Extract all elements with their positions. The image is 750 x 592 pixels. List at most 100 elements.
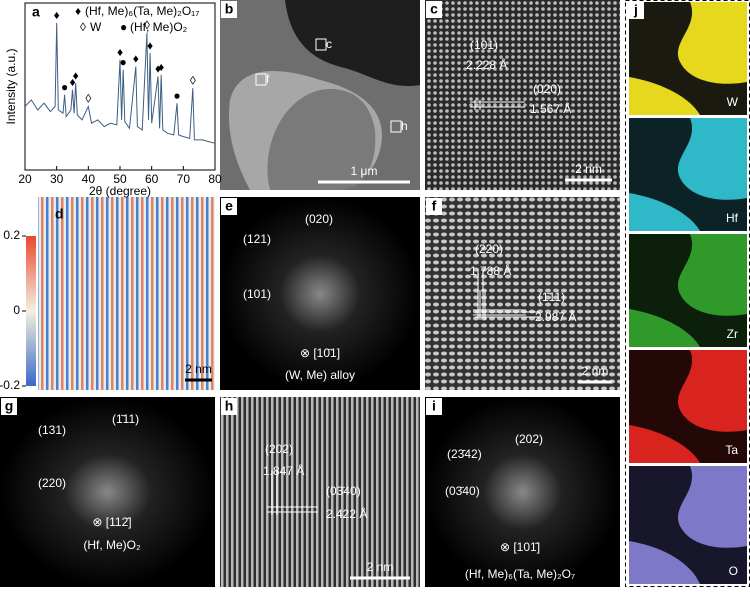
- colorbar-tick-label: 0: [13, 303, 20, 317]
- peak-marker: ♦: [158, 60, 164, 74]
- hrtem-image: [425, 197, 620, 390]
- annotation: ⊗ [10̄1]: [300, 346, 340, 360]
- panel-label: b: [225, 1, 234, 17]
- annotation: 2.422 Å: [326, 506, 367, 521]
- peak-marker: ♦: [155, 62, 161, 76]
- annotation: 1.788 Å: [470, 263, 511, 278]
- panel-label: g: [5, 398, 14, 414]
- annotation: f: [266, 72, 270, 86]
- peak-marker: ♦: [73, 68, 79, 82]
- peak-marker: ♦: [133, 52, 139, 66]
- fft-image: [0, 397, 215, 587]
- colorbar: [26, 236, 36, 386]
- fft-image: [220, 197, 420, 390]
- panel-label: e: [225, 198, 233, 214]
- annotation: h: [401, 119, 408, 133]
- x-tick-label: 40: [82, 172, 96, 186]
- y-axis-label: Intensity (a.u.): [4, 48, 18, 124]
- region-box: [390, 120, 402, 133]
- panel-label: f: [432, 198, 437, 214]
- annotation: (202): [265, 442, 293, 456]
- panel-label-box: [426, 198, 442, 215]
- annotation: (Hf, Me)₆(Ta, Me)₂O₇: [465, 567, 575, 581]
- element-label: Zr: [727, 327, 738, 341]
- eds-maps: W Hf Zr Ta O: [629, 2, 747, 584]
- x-tick-label: 30: [50, 172, 64, 186]
- annotation: 1.567 Å: [530, 101, 571, 116]
- peak-marker: ●: [120, 55, 127, 69]
- fft-image: [425, 397, 620, 587]
- legend-symbol: ●: [120, 20, 127, 34]
- peak-marker: ♦: [54, 8, 60, 22]
- region-box: [255, 73, 267, 86]
- annotation: (03̄40): [445, 484, 480, 498]
- annotation: (23̄42): [447, 447, 482, 461]
- annotation: (03̄40): [326, 484, 361, 498]
- annotation: (1̄11): [538, 290, 565, 304]
- scale-bar-label: 2 nm: [185, 362, 212, 376]
- annotation: (020): [305, 212, 333, 226]
- peak-marker: ♦: [117, 45, 123, 59]
- annotation: (220): [475, 242, 503, 256]
- peak-marker: ◊: [144, 18, 150, 32]
- annotation: (W, Me) alloy: [285, 368, 355, 382]
- panel-label: a: [32, 4, 40, 20]
- annotation: (101): [243, 287, 271, 301]
- annotation: c: [326, 37, 332, 51]
- eds-dark-region: [629, 118, 747, 231]
- annotation: (220): [38, 476, 66, 490]
- colorbar-tick-label: 0.2: [3, 228, 20, 242]
- tem-region: [267, 89, 376, 190]
- element-label: W: [727, 95, 739, 109]
- spacing-mark: [267, 470, 318, 515]
- x-tick-label: 80: [208, 172, 222, 186]
- annotation: 1.847 Å: [263, 463, 304, 478]
- scale-bar-label: 2 nm: [575, 162, 602, 176]
- panel-label-box: [426, 398, 442, 415]
- eds-dark-region: [629, 466, 747, 584]
- peak-marker: ♦: [147, 38, 153, 52]
- annotation: (131): [38, 423, 66, 437]
- peak-marker: ●: [61, 80, 68, 94]
- eds-dark-region: [629, 350, 747, 463]
- panel-label-box: [221, 398, 237, 415]
- scale-bar-label: 2 nm: [582, 364, 609, 378]
- xrd-line: [24, 22, 216, 144]
- panel-label: i: [432, 398, 436, 414]
- eds-dark-region: [629, 2, 747, 115]
- annotation: (101): [470, 38, 498, 52]
- x-tick-label: 50: [113, 172, 127, 186]
- peak-marker: ●: [173, 88, 180, 102]
- panel-label-box: [1, 398, 17, 415]
- panel-label-box: [221, 198, 237, 215]
- spacing-mark: [475, 290, 540, 320]
- legend-label: (Hf, Me)₆(Ta, Me)₂O₁₇: [85, 4, 199, 18]
- strain-map: [38, 197, 215, 390]
- element-label: Hf: [726, 211, 739, 225]
- panel-label: c: [430, 1, 438, 17]
- element-label: O: [729, 564, 738, 578]
- legend-label: W: [90, 20, 102, 34]
- element-label: Ta: [725, 443, 738, 457]
- tem-region: [285, 0, 420, 87]
- colorbar-tick-label: -0.2: [0, 378, 20, 392]
- hrtem-image: [425, 0, 620, 190]
- annotation: (121): [243, 232, 271, 246]
- annotation: ⊗ [112̄]: [92, 515, 131, 529]
- annotation: (1̄11): [112, 412, 139, 426]
- peak-marker: ◊: [85, 92, 91, 106]
- legend-symbol: ◊: [80, 20, 86, 34]
- annotation: (Hf, Me)O₂: [83, 538, 141, 552]
- annotation: ⊗ [101̄]: [500, 540, 540, 554]
- eds-dark-region: [629, 234, 747, 347]
- spacing-mark: [473, 270, 526, 318]
- hrtem-image: [220, 397, 420, 587]
- peak-marker: ◊: [190, 73, 196, 87]
- scale-bar-label: 1 μm: [351, 164, 378, 178]
- annotation: (020): [533, 82, 561, 96]
- panel-label-box: [221, 1, 237, 18]
- legend-symbol: ♦: [75, 4, 81, 18]
- region-box: [315, 38, 327, 51]
